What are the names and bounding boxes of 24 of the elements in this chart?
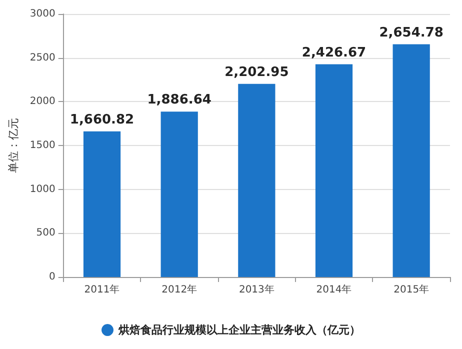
data-label: 2,426.67 <box>302 45 366 60</box>
bar <box>392 44 430 277</box>
y-tick-label: 1500 <box>30 140 56 151</box>
y-tick-label: 2000 <box>30 96 56 108</box>
y-tick-label: 3000 <box>30 8 56 20</box>
y-tick-label: 1000 <box>30 184 56 195</box>
x-tick-label: 2015年 <box>394 284 430 296</box>
legend-label: 烘焙食品行业规模以上企业主营业务收入（亿元） <box>118 324 360 336</box>
y-tick-label: 2500 <box>30 52 56 64</box>
bar <box>238 84 276 277</box>
x-tick-label: 2012年 <box>162 284 198 296</box>
data-label: 1,660.82 <box>70 112 134 128</box>
bar <box>83 131 121 277</box>
data-label: 1,886.64 <box>147 92 212 108</box>
x-tick-label: 2014年 <box>316 284 352 296</box>
y-axis-title: 单位：亿元 <box>7 118 20 173</box>
y-tick-label: 0 <box>48 272 56 282</box>
data-label: 2,202.95 <box>224 64 289 80</box>
x-tick-label: 2011年 <box>84 284 120 296</box>
x-tick-label: 2013年 <box>238 284 274 296</box>
bar <box>315 64 353 277</box>
bar <box>160 112 198 277</box>
data-label: 2,654.78 <box>379 25 444 40</box>
y-tick-label: 500 <box>36 228 56 239</box>
